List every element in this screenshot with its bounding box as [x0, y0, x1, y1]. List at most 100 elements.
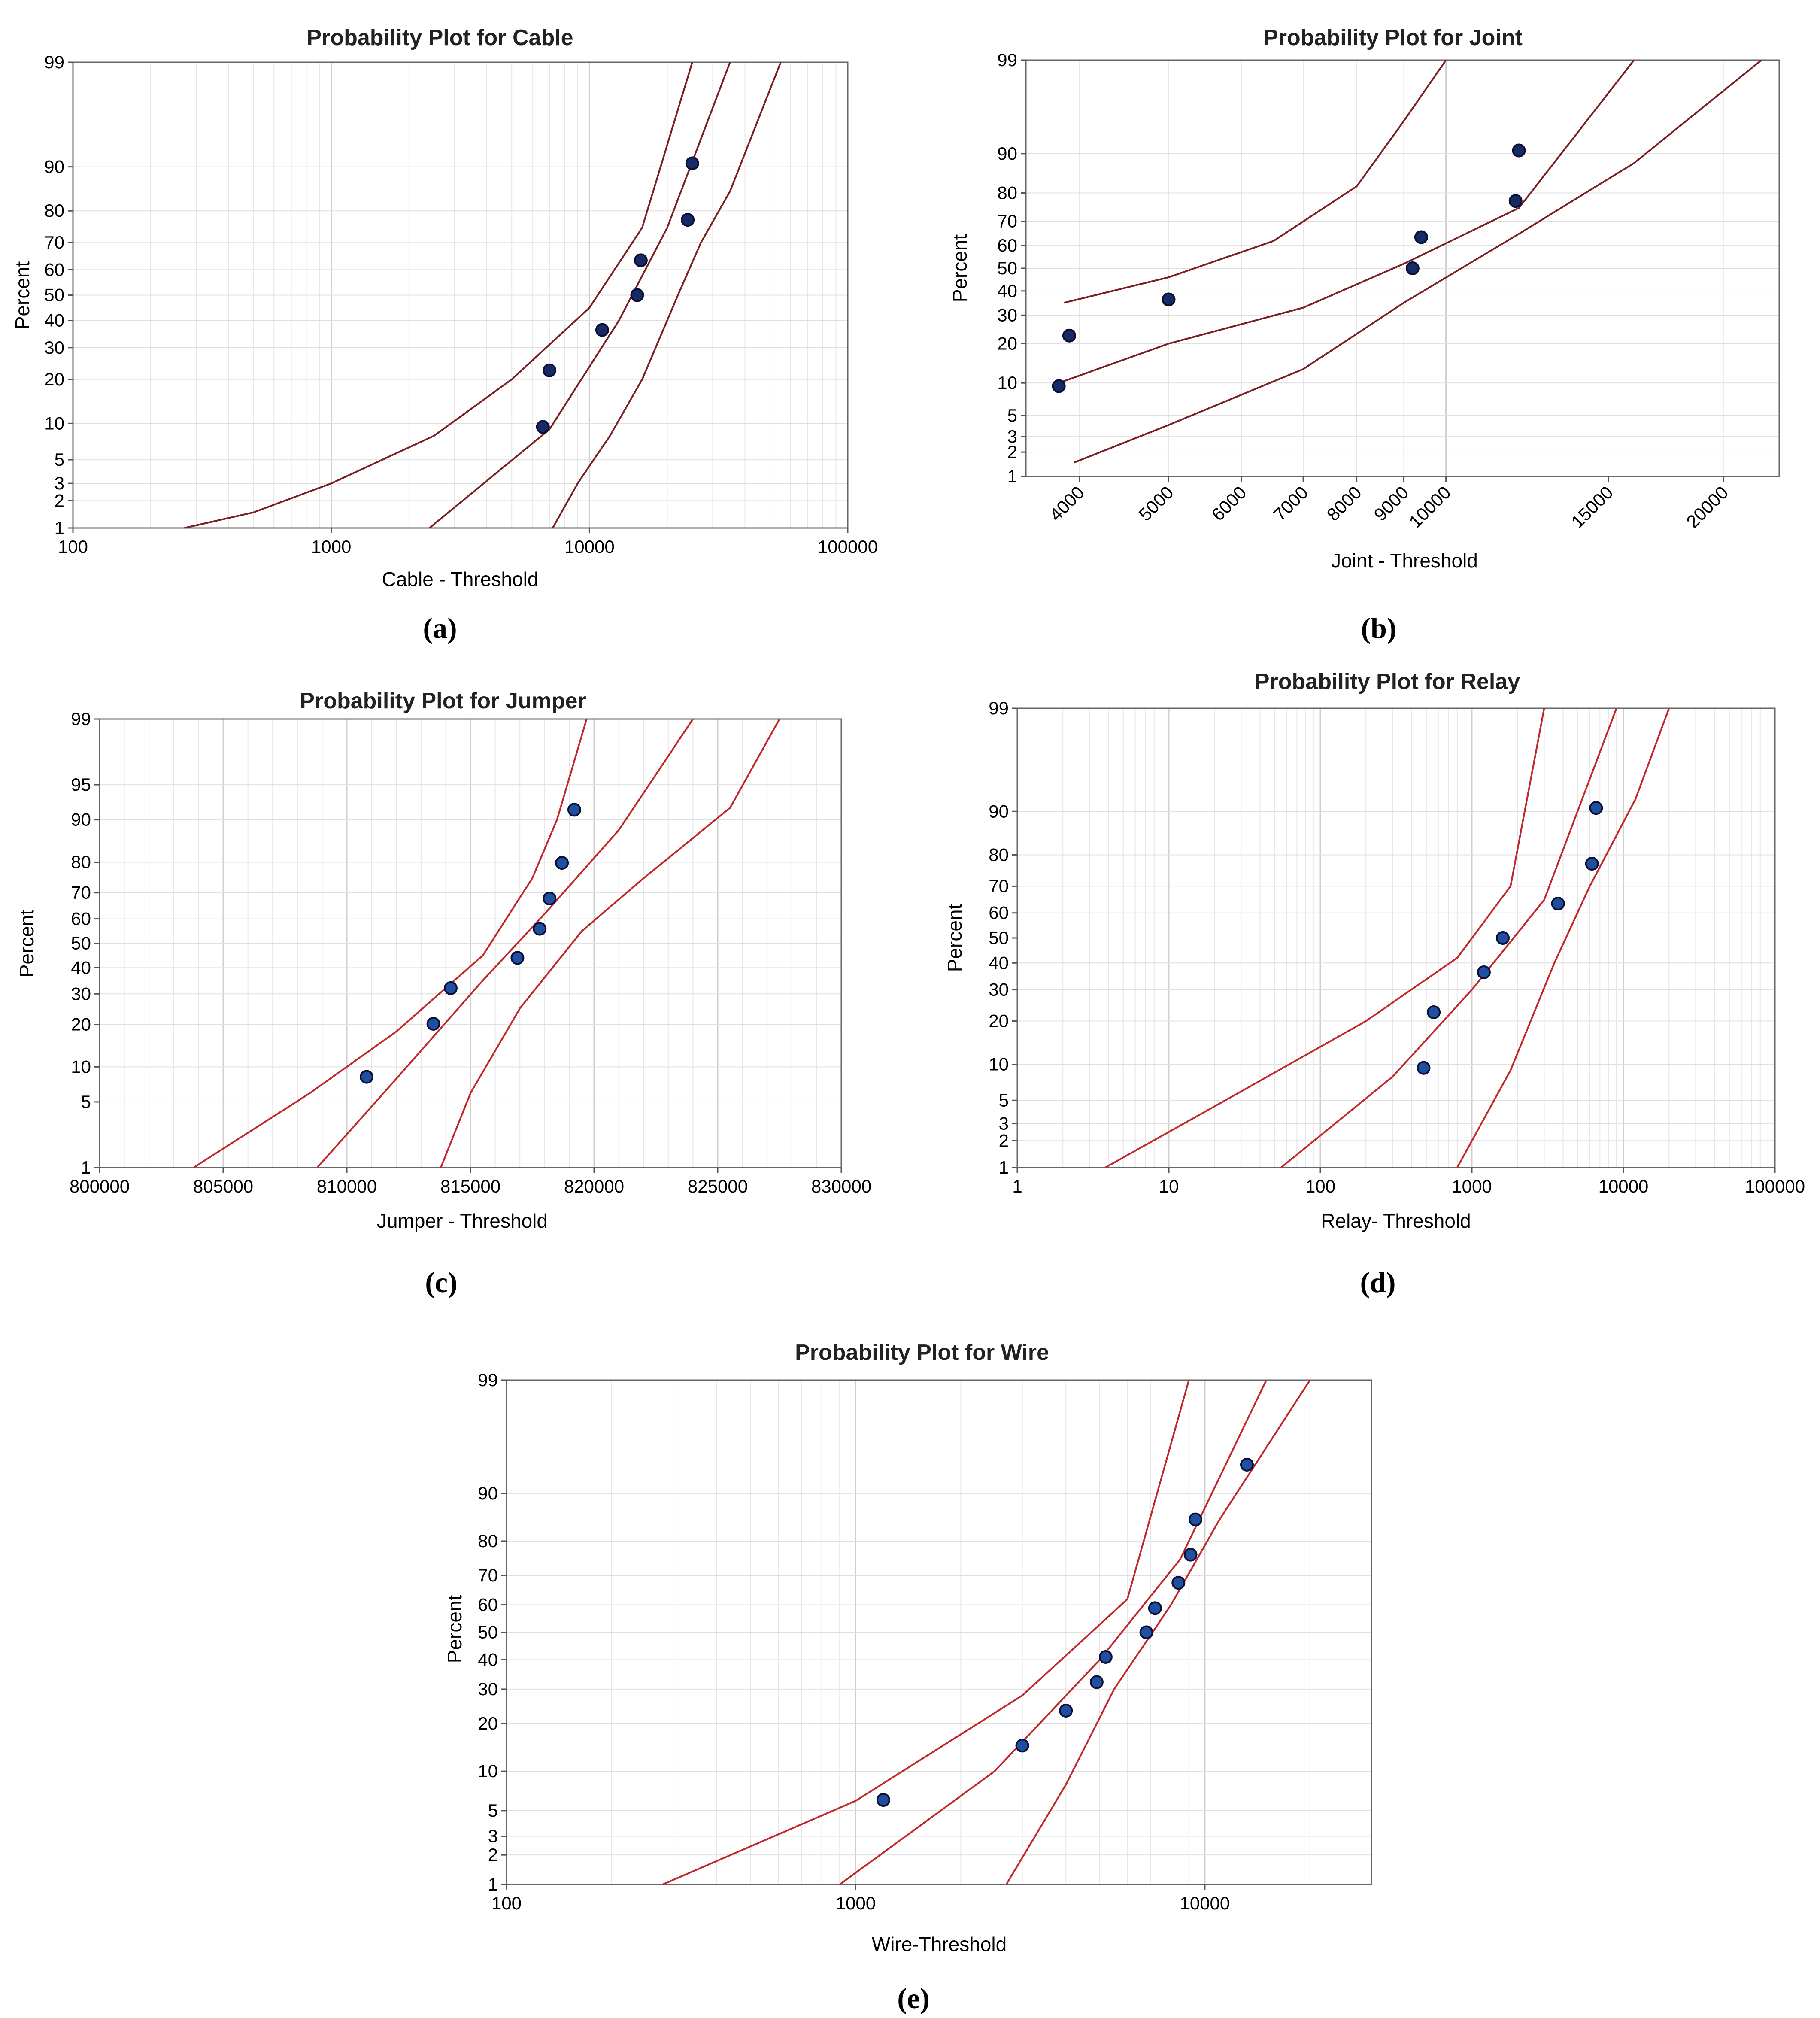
x-tick-label: 1000 — [311, 537, 351, 557]
x-tick-label: 800000 — [70, 1176, 130, 1196]
confidence-bound-upper — [1104, 708, 1545, 1168]
y-tick-label: 3 — [55, 473, 64, 493]
y-tick-label: 99 — [71, 709, 91, 729]
panel-e-wire: Probability Plot for Wire 1 23 5 10 20 30 40 50… — [443, 1340, 1372, 2015]
y-tick-label: 3 — [1007, 426, 1017, 446]
y-tick-label: 90 — [989, 801, 1009, 821]
y-tick-label: 2 — [55, 490, 64, 510]
data-point — [1052, 379, 1066, 393]
data-point — [1405, 261, 1420, 275]
x-tick-label: 10 — [1159, 1176, 1179, 1196]
data-point — [1015, 1739, 1029, 1753]
y-tick-label: 40 — [989, 953, 1009, 973]
y-tick-label: 50 — [478, 1622, 498, 1642]
y-tick-label: 60 — [478, 1595, 498, 1615]
data-point — [1062, 328, 1076, 343]
fit-line — [429, 62, 731, 529]
y-axis-label: Percent — [943, 904, 966, 972]
data-point — [555, 856, 569, 870]
y-tick-label: 1 — [488, 1874, 498, 1894]
x-tick-label: 100 — [491, 1893, 522, 1913]
data-point — [1512, 143, 1526, 158]
y-tick-label: 99 — [44, 52, 64, 72]
y-tick-label: 70 — [997, 211, 1017, 231]
x-axis-label: Wire-Threshold — [872, 1933, 1007, 1955]
y-tick-label: 10 — [44, 413, 64, 433]
x-tick-label: 10000 — [1180, 1893, 1230, 1913]
x-tick-label: 825000 — [688, 1176, 748, 1196]
y-tick-label: 10 — [989, 1054, 1009, 1074]
data-point — [1139, 1625, 1153, 1639]
confidence-bound-lower — [1456, 708, 1670, 1168]
confidence-bound-lower — [552, 62, 782, 528]
data-point — [1427, 1005, 1441, 1019]
x-tick-label: 10000 — [1405, 482, 1455, 532]
panel-caption: (c) — [425, 1266, 457, 1299]
data-point — [1148, 1601, 1162, 1615]
y-tick-label: 50 — [44, 285, 64, 305]
data-point — [426, 1017, 440, 1031]
x-tick-label: 1 — [1012, 1176, 1022, 1196]
y-tick-label: 5 — [55, 449, 64, 470]
y-axis-label: Percent — [11, 261, 33, 330]
y-tick-label: 5 — [1007, 405, 1017, 425]
x-axis-label: Relay- Threshold — [1321, 1210, 1471, 1232]
y-tick-label: 70 — [71, 883, 91, 903]
y-tick-label: 30 — [71, 983, 91, 1004]
x-tick-label: 100 — [1305, 1176, 1335, 1196]
x-tick-label: 15000 — [1567, 482, 1617, 532]
confidence-bound-lower — [1074, 59, 1762, 464]
y-tick-label: 5 — [81, 1092, 91, 1112]
data-point — [543, 892, 557, 906]
y-tick-label: 90 — [71, 810, 91, 830]
x-tick-label: 4000 — [1046, 482, 1088, 525]
data-point — [1477, 965, 1491, 979]
x-tick-label: 7000 — [1269, 482, 1312, 525]
x-tick-label: 100 — [58, 537, 88, 557]
y-tick-label: 30 — [44, 337, 64, 358]
data-point — [1508, 194, 1523, 208]
data-point — [681, 213, 695, 227]
y-tick-label: 80 — [478, 1531, 498, 1551]
data-point — [630, 288, 644, 302]
x-tick-label: 20000 — [1682, 482, 1732, 532]
data-point — [533, 922, 547, 936]
x-tick-label: 805000 — [193, 1176, 253, 1196]
data-point — [876, 1793, 890, 1807]
y-tick-label: 60 — [44, 259, 64, 279]
data-point — [595, 323, 609, 337]
y-axis-label: Percent — [15, 910, 38, 978]
y-tick-label: 60 — [71, 909, 91, 929]
data-point — [543, 363, 557, 377]
y-tick-label: 90 — [478, 1483, 498, 1503]
y-tick-label: 1 — [1007, 466, 1017, 486]
y-tick-label: 1 — [55, 518, 64, 538]
chart-title: Probability Plot for Jumper — [300, 689, 586, 713]
y-tick-label: 5 — [999, 1090, 1009, 1110]
chart-title: Probability Plot for Joint — [1263, 25, 1523, 50]
y-tick-label: 2 — [999, 1130, 1009, 1150]
y-tick-label: 1 — [999, 1157, 1009, 1177]
panel-d-relay: Probability Plot for Relay 1 23 5 10 20 30 40 5… — [943, 669, 1805, 1299]
y-tick-label: 70 — [44, 232, 64, 252]
x-tick-label: 815000 — [440, 1176, 500, 1196]
x-tick-label: 100000 — [1745, 1176, 1805, 1196]
data-point — [1589, 801, 1603, 815]
data-point — [1059, 1703, 1073, 1718]
x-tick-label: 5000 — [1135, 482, 1177, 525]
data-point — [1171, 1576, 1186, 1590]
chart-title: Probability Plot for Cable — [306, 25, 573, 50]
x-tick-label: 1000 — [1452, 1176, 1492, 1196]
y-tick-label: 60 — [997, 235, 1017, 255]
y-tick-label: 50 — [989, 928, 1009, 948]
data-point — [536, 420, 550, 434]
panel-caption: (a) — [423, 612, 457, 644]
y-tick-label: 70 — [478, 1565, 498, 1585]
x-tick-label: 10000 — [564, 537, 615, 557]
x-axis-label: Cable - Threshold — [382, 568, 539, 590]
confidence-bound-upper — [1064, 59, 1447, 304]
y-tick-label: 3 — [488, 1826, 498, 1846]
y-tick-label: 20 — [71, 1014, 91, 1035]
data-point — [1585, 857, 1599, 871]
x-tick-label: 830000 — [811, 1176, 871, 1196]
